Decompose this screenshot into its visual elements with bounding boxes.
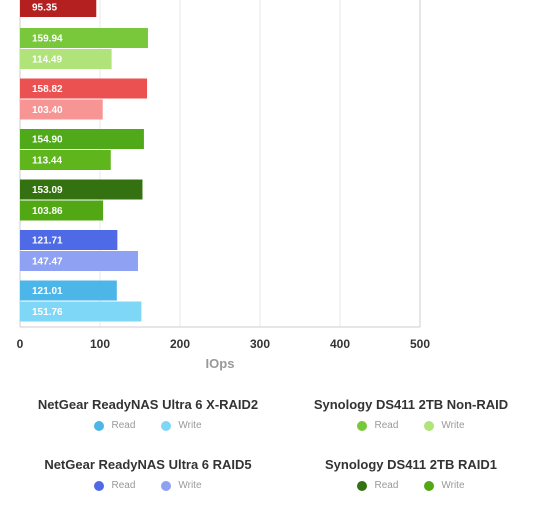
legend-title: Synology DS411 2TB Non-RAID [313, 397, 509, 412]
bar[interactable] [20, 150, 111, 170]
legend-dot-icon [424, 480, 435, 491]
legend-item-read[interactable]: Read [357, 480, 398, 491]
legend-label: Read [111, 480, 136, 491]
bar[interactable] [20, 280, 117, 301]
bar-value-label: 121.71 [32, 236, 63, 247]
x-axis-ticks: 0 100 200 300 400 500 [17, 337, 431, 351]
legend-group-netgear-xraid2: NetGear ReadyNAS Ultra 6 X-RAID2 Read Wr… [18, 397, 278, 431]
iops-bar-chart: 95.35 159.94 114.49 158.82 103.40 154.90 113.4… [17, 0, 431, 371]
bar-value-label: 153.09 [32, 185, 63, 196]
legend-label: Write [441, 420, 465, 431]
legend-label: Write [178, 420, 202, 431]
bar-value-label: 147.47 [32, 257, 63, 268]
legend-item-write[interactable]: Write [424, 480, 465, 491]
bar-value-label: 121.01 [32, 286, 63, 297]
legend-label: Write [178, 480, 202, 491]
bar[interactable] [20, 301, 142, 322]
bar[interactable] [20, 99, 103, 120]
legend-item-write[interactable]: Write [424, 420, 465, 431]
legend-title: NetGear ReadyNAS Ultra 6 X-RAID2 [37, 397, 259, 412]
bar[interactable] [20, 78, 148, 99]
legend-label: Read [374, 480, 399, 491]
legend-group-netgear-raid5: NetGear ReadyNAS Ultra 6 RAID5 Read Writ… [18, 457, 278, 491]
legend-group-synology-raid1: Synology DS411 2TB RAID1 Read Write [281, 457, 541, 491]
legend-dot-icon [94, 420, 105, 431]
x-tick-label: 300 [250, 337, 270, 351]
legend-label: Read [111, 420, 136, 431]
x-tick-label: 100 [90, 337, 110, 351]
bars: 95.35 159.94 114.49 158.82 103.40 154.90 113.4… [20, 0, 148, 322]
bar-value-label: 159.94 [32, 34, 63, 45]
bar[interactable] [20, 179, 143, 200]
bar-value-label: 158.82 [32, 84, 63, 95]
legend-label: Read [374, 420, 399, 431]
bar[interactable] [20, 0, 97, 17]
legend-dot-icon [357, 480, 368, 491]
bar[interactable] [20, 200, 104, 221]
legend-dot-icon [161, 480, 172, 491]
x-tick-label: 0 [17, 337, 24, 351]
legend-item-read[interactable]: Read [94, 420, 135, 431]
bar[interactable] [20, 28, 148, 48]
x-tick-label: 500 [410, 337, 430, 351]
legend-item-read[interactable]: Read [94, 480, 135, 491]
bar-value-label: 113.44 [32, 156, 62, 167]
legend-dot-icon [94, 480, 105, 491]
bar[interactable] [20, 230, 118, 250]
legend-item-write[interactable]: Write [161, 420, 202, 431]
bar-value-label: 95.35 [32, 3, 57, 14]
bar[interactable] [20, 49, 112, 69]
legend-item-read[interactable]: Read [357, 420, 398, 431]
legend-item-write[interactable]: Write [161, 480, 202, 491]
bar-value-label: 114.49 [32, 55, 62, 66]
bar-value-label: 154.90 [32, 135, 63, 146]
legend-group-synology-nonraid: Synology DS411 2TB Non-RAID Read Write [281, 397, 541, 431]
legend-dot-icon [357, 420, 368, 431]
x-axis-title: IOps [206, 356, 235, 371]
bar-value-label: 151.76 [32, 307, 63, 318]
bar[interactable] [20, 129, 144, 149]
bar-value-label: 103.40 [32, 105, 63, 116]
legend-label: Write [441, 480, 465, 491]
legend-dot-icon [424, 420, 435, 431]
bar-value-label: 103.86 [32, 206, 63, 217]
x-tick-label: 400 [330, 337, 350, 351]
legend-title: NetGear ReadyNAS Ultra 6 RAID5 [44, 457, 252, 472]
legend-dot-icon [161, 420, 172, 431]
legend-title: Synology DS411 2TB RAID1 [325, 457, 497, 472]
x-tick-label: 200 [170, 337, 190, 351]
bar[interactable] [20, 251, 138, 271]
